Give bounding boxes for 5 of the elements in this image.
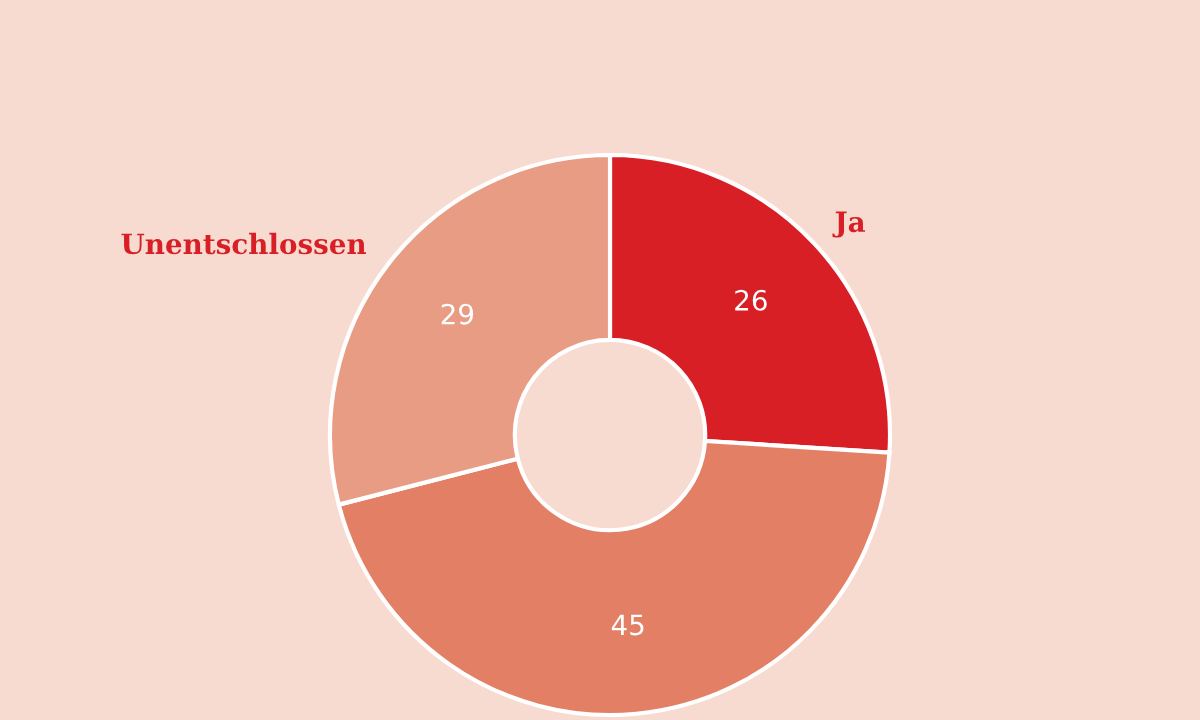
data-label: 29 (441, 303, 474, 325)
slice-label: Ja (832, 211, 866, 238)
slice-label: Unentschlossen (121, 232, 366, 255)
data-label: 26 (735, 289, 767, 311)
data-label: 45 (611, 614, 644, 636)
